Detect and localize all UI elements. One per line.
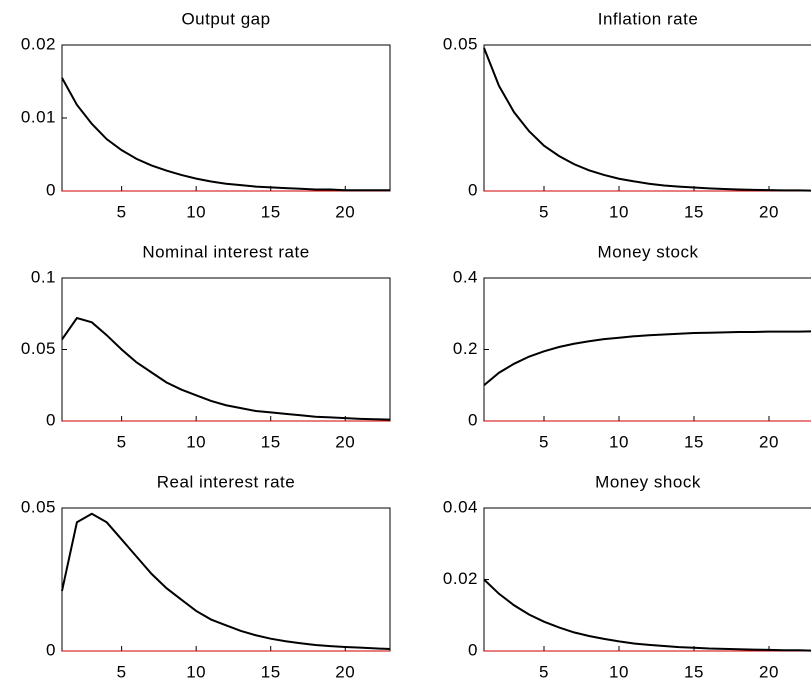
line (483, 330, 811, 387)
x-tick-label: 15 (261, 432, 281, 451)
plot-frame (483, 507, 811, 652)
line (483, 47, 811, 192)
x-tick-label: 20 (759, 202, 779, 221)
x-tick-label: 10 (186, 202, 206, 221)
plot-frame (483, 277, 811, 422)
x-tick-label: 15 (261, 662, 281, 681)
y-tick-label: 0.2 (453, 339, 478, 358)
plot-frame (61, 277, 391, 422)
y-tick-label: 0.05 (21, 339, 56, 358)
x-tick-label: 15 (684, 202, 704, 221)
y-tick-label: 0 (468, 640, 478, 659)
y-tick-label: 0.4 (453, 267, 478, 286)
y-tick-label: 0.02 (21, 34, 56, 53)
chart-title: Nominal interest rate (142, 242, 309, 261)
plot-frame (61, 507, 391, 652)
x-tick-label: 5 (117, 662, 127, 681)
x-tick-label: 15 (684, 662, 704, 681)
x-tick-label: 15 (261, 202, 281, 221)
y-tick-label: 0 (46, 180, 56, 199)
x-tick-label: 5 (117, 432, 127, 451)
x-tick-label: 10 (186, 432, 206, 451)
x-tick-label: 10 (609, 202, 629, 221)
y-tick-label: 0.01 (21, 107, 56, 126)
line (483, 578, 811, 652)
x-tick-label: 5 (539, 432, 549, 451)
chart-title: Output gap (181, 9, 270, 28)
line (61, 316, 391, 421)
y-tick-label: 0 (46, 640, 56, 659)
x-tick-label: 5 (117, 202, 127, 221)
line (61, 77, 390, 192)
x-tick-label: 20 (759, 662, 779, 681)
x-tick-label: 20 (759, 432, 779, 451)
y-tick-label: 0.05 (443, 34, 478, 53)
x-tick-label: 5 (539, 662, 549, 681)
y-tick-label: 0.1 (31, 267, 56, 286)
x-tick-label: 20 (335, 202, 355, 221)
plot-frame (61, 44, 391, 192)
chart-title: Inflation rate (598, 9, 699, 28)
x-tick-label: 5 (539, 202, 549, 221)
x-tick-label: 10 (186, 662, 206, 681)
y-tick-label: 0.04 (443, 497, 478, 516)
y-tick-label: 0.05 (21, 497, 56, 516)
x-tick-label: 15 (684, 432, 704, 451)
x-tick-label: 20 (335, 662, 355, 681)
chart-title: Money shock (595, 472, 701, 491)
x-tick-label: 20 (335, 432, 355, 451)
line (61, 512, 391, 650)
x-tick-label: 10 (609, 662, 629, 681)
chart-title: Real interest rate (157, 472, 295, 491)
y-tick-label: 0 (468, 410, 478, 429)
y-tick-label: 0.02 (443, 569, 478, 588)
y-tick-label: 0 (46, 410, 56, 429)
plot-frame (483, 44, 811, 192)
y-tick-label: 0 (468, 180, 478, 199)
chart-title: Money stock (598, 242, 699, 261)
x-tick-label: 10 (609, 432, 629, 451)
